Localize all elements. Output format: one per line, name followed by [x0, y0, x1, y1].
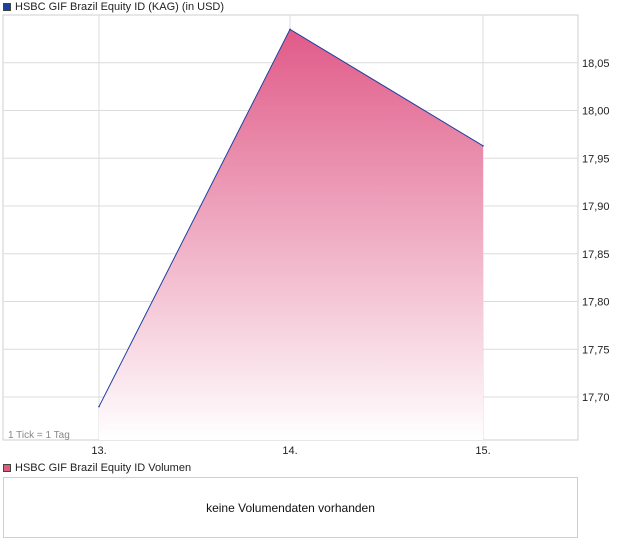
x-tick-label: 13. [91, 445, 106, 457]
y-tick-label: 17,90 [582, 201, 610, 213]
y-tick-label: 17,70 [582, 392, 610, 404]
price-area-fill [99, 29, 483, 441]
tick-note: 1 Tick = 1 Tag [8, 430, 70, 441]
volume-legend: HSBC GIF Brazil Equity ID Volumen [3, 461, 191, 475]
y-tick-label: 17,85 [582, 249, 610, 261]
volume-legend-swatch [3, 464, 11, 472]
y-tick-label: 17,95 [582, 153, 610, 165]
volume-panel: keine Volumendaten vorhanden [3, 477, 578, 538]
volume-empty-message: keine Volumendaten vorhanden [206, 500, 375, 515]
y-tick-label: 18,05 [582, 58, 610, 70]
price-legend-swatch [3, 3, 11, 11]
x-tick-label: 14. [282, 445, 297, 457]
price-point [289, 28, 291, 31]
price-legend: HSBC GIF Brazil Equity ID (KAG) (in USD) [3, 0, 224, 14]
price-point [482, 145, 484, 147]
price-legend-label: HSBC GIF Brazil Equity ID (KAG) (in USD) [15, 1, 225, 13]
y-tick-label: 17,75 [582, 344, 610, 356]
y-tick-label: 17,80 [582, 297, 610, 309]
x-tick-label: 15. [475, 445, 490, 457]
price-point [98, 405, 100, 408]
volume-legend-label: HSBC GIF Brazil Equity ID Volumen [15, 462, 192, 474]
y-tick-label: 18,00 [582, 106, 610, 118]
